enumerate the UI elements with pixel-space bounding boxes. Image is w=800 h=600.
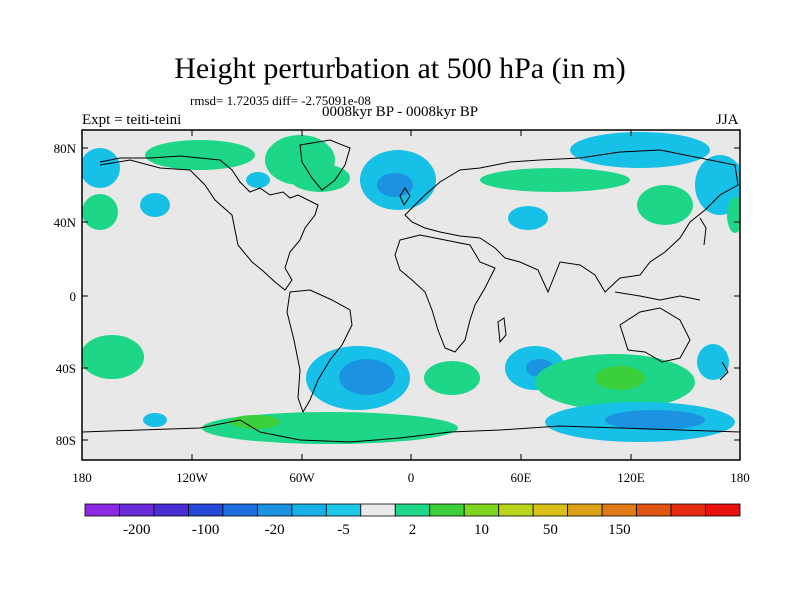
experiment-label: Expt = teiti-teini	[82, 112, 182, 128]
anomaly-region-green-north-canada	[290, 164, 350, 192]
coast-madagascar	[497, 317, 507, 344]
lat-tick-label: 80N	[54, 141, 77, 156]
colorbar-swatch	[705, 503, 741, 517]
axis-ticks: 80N 40N 0 40S 80S 180 120W 60W 0 60E 120E 180	[54, 130, 750, 485]
lon-tick-label: 60E	[511, 470, 532, 485]
colorbar-swatch	[636, 503, 672, 517]
colorbar-swatch	[222, 503, 258, 517]
chart-title: Height perturbation at 500 hPa (in m)	[174, 52, 626, 85]
lon-tick-label: 120E	[617, 470, 645, 485]
anomaly-region-bright-green-south-indian	[595, 366, 645, 390]
coast-greenland	[299, 139, 351, 191]
colorbar-swatch	[360, 503, 396, 517]
colorbar-label: -200	[123, 522, 151, 538]
colorbar-swatch	[188, 503, 224, 517]
lon-tick-label: 180	[72, 470, 92, 485]
lat-tick-label: 40N	[54, 215, 77, 230]
colorbar-swatch	[567, 503, 603, 517]
coast-indonesia	[614, 291, 701, 301]
anomaly-region-green-scandinavia	[480, 168, 630, 192]
anomaly-region-cyan-south-pacific-east	[697, 344, 729, 380]
anomaly-region-green-west-pacific	[727, 197, 740, 233]
anomaly-region-green-arctic-west	[145, 140, 255, 170]
subtitle: 0008kyr BP - 0008kyr BP	[321, 104, 479, 120]
contour-fill-layer	[82, 132, 740, 444]
anomaly-region-cyan-north-pacific	[140, 193, 170, 217]
lat-tick-label: 0	[70, 289, 77, 304]
season-label: JJA	[716, 112, 739, 128]
coast-australia	[619, 307, 691, 363]
coast-japan	[699, 217, 707, 246]
colorbar-label: 2	[409, 522, 417, 538]
lon-tick-label: 180	[730, 470, 750, 485]
lon-tick-label: 60W	[289, 470, 315, 485]
colorbar-swatch	[463, 503, 500, 517]
colorbar-label: -100	[192, 522, 220, 538]
coast-south-america	[286, 289, 353, 414]
anomaly-region-cyan-arctic-west	[82, 148, 120, 188]
colorbar-label: 10	[474, 522, 489, 538]
anomaly-region-green-south-pacific	[82, 335, 144, 379]
colorbar-swatch	[119, 503, 155, 517]
coast-uk	[399, 187, 411, 207]
lat-tick-label: 80S	[56, 433, 76, 448]
lon-tick-label: 120W	[176, 470, 209, 485]
coast-antarctica	[82, 419, 740, 443]
colorbar-label: 150	[608, 522, 631, 538]
colorbar-swatch	[532, 503, 569, 517]
colorbar-swatch	[394, 503, 431, 517]
anomaly-region-blue-north-atlantic-core	[377, 173, 413, 197]
coast-new-zealand	[719, 361, 729, 381]
colorbar-swatch	[291, 503, 327, 517]
colorbar-swatch	[325, 503, 362, 517]
colorbar-swatch	[670, 503, 706, 517]
lat-tick-label: 40S	[56, 361, 76, 376]
anomaly-region-green-south-africa	[424, 361, 480, 395]
anomaly-region-cyan-far-east	[695, 155, 740, 215]
coastlines	[82, 139, 740, 443]
colorbar-swatch	[84, 503, 120, 517]
anomaly-region-green-north-pacific-east	[82, 194, 118, 230]
coast-africa	[394, 234, 496, 353]
anomaly-region-green-east-asia	[637, 185, 693, 225]
coast-north-america	[99, 155, 319, 291]
colorbar-swatch	[498, 503, 534, 517]
colorbar-label: -5	[337, 522, 350, 538]
colorbar-swatch	[601, 503, 637, 517]
anomaly-region-cyan-hudson	[246, 172, 270, 188]
anomaly-region-cyan-central-asia	[508, 206, 548, 230]
anomaly-region-bright-green-antarctic	[230, 415, 280, 429]
colorbar-swatch	[153, 503, 189, 517]
rmsd-diff-stats: rmsd= 1.72035 diff= -2.75091e-08	[190, 93, 371, 108]
colorbar-label: -20	[265, 522, 285, 538]
anomaly-region-cyan-antarctic-pacific	[143, 413, 167, 427]
anomaly-region-blue-south-america-core	[339, 359, 395, 395]
coast-eurasia	[404, 149, 739, 294]
anomaly-region-blue-antarctic-east-core	[605, 410, 705, 430]
anomaly-region-cyan-siberia	[570, 132, 710, 168]
colorbar: -200 -100 -20 -5 2 10 50 150	[84, 503, 741, 538]
colorbar-swatch	[429, 503, 465, 517]
colorbar-swatch	[256, 503, 293, 517]
colorbar-label: 50	[543, 522, 558, 538]
lon-tick-label: 0	[408, 470, 415, 485]
